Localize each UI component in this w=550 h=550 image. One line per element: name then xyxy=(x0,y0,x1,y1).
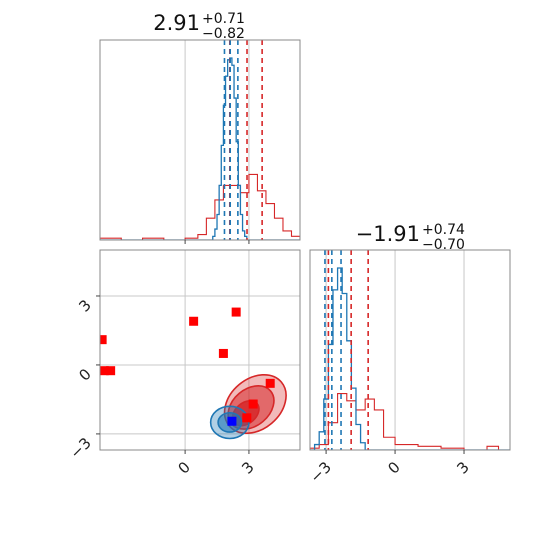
param1-title-lower: −0.82 xyxy=(202,26,245,42)
param2-hist-plot xyxy=(310,250,510,450)
param2-xtick-label-1: 0 xyxy=(384,458,403,477)
red-sample-point-0 xyxy=(100,335,107,345)
red-sample-point-3 xyxy=(189,316,199,326)
joint-xtick-label-0: 0 xyxy=(174,458,193,477)
joint-ytick-label-0: −3 xyxy=(66,434,94,462)
joint-ytick-label-1: 0 xyxy=(75,365,94,384)
param2-xtick-label-0: −3 xyxy=(307,458,335,486)
red-sample-point-7 xyxy=(248,399,258,409)
blue-truth-point xyxy=(227,416,237,426)
joint-plot xyxy=(100,250,300,450)
param1-panel-frame xyxy=(99,39,301,241)
red-sample-point-2 xyxy=(106,366,116,376)
param2-title-lower: −0.70 xyxy=(422,237,465,253)
param2-panel-frame xyxy=(309,249,511,451)
joint-ytick-label-2: 3 xyxy=(75,296,94,315)
param1-title-median: 2.91 xyxy=(153,11,200,35)
param2-red-histogram xyxy=(310,393,510,450)
red-sample-point-8 xyxy=(242,413,252,423)
red-sample-point-1 xyxy=(100,366,109,376)
red-sample-point-6 xyxy=(265,378,275,388)
param1-title-upper: +0.71 xyxy=(202,11,245,27)
param1-blue-histogram xyxy=(100,57,300,240)
param2-xtick-label-2: 3 xyxy=(453,458,472,477)
joint-panel-frame xyxy=(99,249,301,451)
param2-blue-histogram xyxy=(310,267,510,450)
red-sample-point-5 xyxy=(218,348,228,358)
param2-title-median: −1.91 xyxy=(356,222,420,246)
red-sample-point-4 xyxy=(231,307,241,317)
param1-hist-plot xyxy=(100,40,300,240)
param2-title-upper: +0.74 xyxy=(422,222,465,238)
joint-xtick-label-1: 3 xyxy=(238,458,257,477)
param1-red-histogram xyxy=(100,173,300,240)
